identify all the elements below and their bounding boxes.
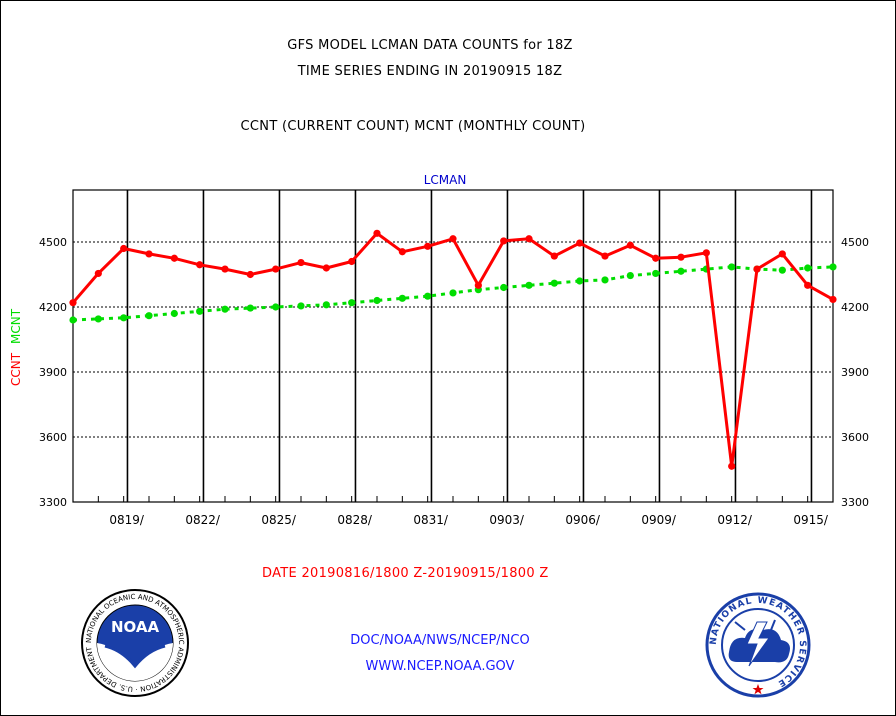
- mcnt-point: [626, 271, 634, 280]
- y-tick-label-left: 3300: [39, 496, 67, 509]
- ccnt-point: [500, 237, 508, 245]
- line-chart: 3300 3300 3600 3600 3900 3900 4200 4200 4500 4500…: [9, 173, 869, 527]
- ccnt-point: [424, 242, 432, 250]
- mcnt-point: [424, 292, 432, 300]
- ccnt-point: [297, 258, 305, 267]
- ccnt-point: [626, 241, 634, 249]
- y-tick-label-right: 3900: [841, 366, 869, 379]
- ccnt-point: [829, 295, 837, 304]
- mcnt-point: [525, 281, 533, 289]
- ccnt-point: [120, 244, 128, 253]
- ccnt-point: [69, 299, 77, 307]
- ccnt-point: [702, 249, 710, 257]
- x-tick-label: 0831/: [413, 513, 449, 527]
- ccnt-point: [728, 462, 736, 470]
- chart-inner-title: LCMAN: [424, 173, 467, 187]
- chart-title-line1: GFS MODEL LCMAN DATA COUNTS for 18Z: [287, 38, 573, 53]
- date-range-label: DATE 20190816/1800 Z-20190915/1800 Z: [262, 566, 549, 581]
- ccnt-point: [677, 253, 685, 261]
- mcnt-point: [576, 277, 584, 285]
- x-tick-label: 0909/: [641, 513, 677, 527]
- mcnt-point: [297, 302, 305, 310]
- plot-area-border: [72, 189, 834, 503]
- x-tick-label: 0915/: [793, 513, 829, 527]
- x-tick-label: 0819/: [109, 513, 145, 527]
- credit-line1: DOC/NOAA/NWS/NCEP/NCO: [350, 633, 530, 648]
- ccnt-point: [601, 252, 609, 260]
- ccnt-point: [550, 252, 558, 260]
- ccnt-point: [246, 270, 254, 279]
- credit-line2: WWW.NCEP.NOAA.GOV: [365, 659, 515, 674]
- ccnt-point: [94, 269, 102, 278]
- ccnt-point: [170, 254, 178, 262]
- ccnt-point: [652, 254, 660, 262]
- x-tick-label: 0912/: [717, 513, 753, 527]
- ccnt-point: [778, 250, 786, 258]
- y-tick-label-left: 4200: [39, 301, 67, 314]
- noaa-logo-text: NOAA: [111, 618, 160, 636]
- mcnt-point: [221, 305, 229, 313]
- x-tick-label: 0825/: [261, 513, 297, 527]
- mcnt-point: [373, 296, 381, 305]
- mcnt-point: [677, 267, 685, 275]
- ccnt-point: [196, 261, 204, 269]
- mcnt-point: [728, 263, 736, 271]
- x-tick-label: 0903/: [489, 513, 525, 527]
- ccnt-point: [474, 281, 482, 289]
- nws-logo: NATIONAL WEATHER SERVICE: [705, 592, 811, 698]
- mcnt-point: [778, 266, 786, 274]
- ccnt-point: [398, 248, 406, 256]
- mcnt-point: [449, 289, 457, 297]
- mcnt-point: [170, 309, 178, 318]
- ccnt-point: [322, 264, 330, 272]
- mcnt-point: [550, 279, 558, 287]
- mcnt-point: [348, 299, 356, 307]
- mcnt-point: [398, 294, 406, 302]
- mcnt-point: [322, 301, 330, 309]
- mcnt-point: [94, 315, 102, 323]
- mcnt-point: [246, 304, 254, 312]
- ccnt-point: [221, 265, 229, 273]
- ccnt-point: [373, 229, 381, 237]
- ccnt-point: [449, 235, 457, 243]
- mcnt-point: [601, 276, 609, 284]
- noaa-logo: NATIONAL OCEANIC AND ATMOSPHERIC ADMINIS…: [80, 588, 189, 697]
- y-tick-label-left: 4500: [39, 236, 67, 249]
- x-tick-label: 0828/: [337, 513, 373, 527]
- ccnt-point: [753, 265, 761, 273]
- ccnt-point: [576, 239, 584, 247]
- chart-title-line2: TIME SERIES ENDING IN 20190915 18Z: [297, 64, 563, 79]
- mcnt-point: [272, 303, 280, 311]
- y-axis-label-mcnt: MCNT: [9, 308, 23, 344]
- mcnt-point: [120, 314, 128, 322]
- mcnt-point: [69, 316, 77, 324]
- ccnt-point: [525, 235, 533, 243]
- y-tick-label-left: 3600: [39, 431, 67, 444]
- x-tick-label: 0822/: [185, 513, 221, 527]
- y-tick-label-right: 4200: [841, 301, 869, 314]
- ccnt-point: [272, 265, 280, 273]
- mcnt-point: [196, 307, 204, 315]
- mcnt-point: [500, 283, 508, 292]
- y-tick-label-left: 3900: [39, 366, 67, 379]
- chart-subtitle: CCNT (CURRENT COUNT) MCNT (MONTHLY COUNT…: [240, 119, 586, 134]
- mcnt-point: [652, 269, 660, 278]
- mcnt-point: [804, 264, 812, 272]
- x-tick-label: 0906/: [565, 513, 601, 527]
- ccnt-point: [145, 250, 153, 258]
- y-tick-label-right: 3300: [841, 496, 869, 509]
- mcnt-point: [145, 312, 153, 320]
- ccnt-point: [804, 281, 812, 289]
- ccnt-point: [348, 257, 356, 266]
- y-tick-label-right: 3600: [841, 431, 869, 444]
- y-axis-label-ccnt: CCNT: [9, 352, 23, 386]
- mcnt-point: [829, 263, 837, 271]
- y-tick-label-right: 4500: [841, 236, 869, 249]
